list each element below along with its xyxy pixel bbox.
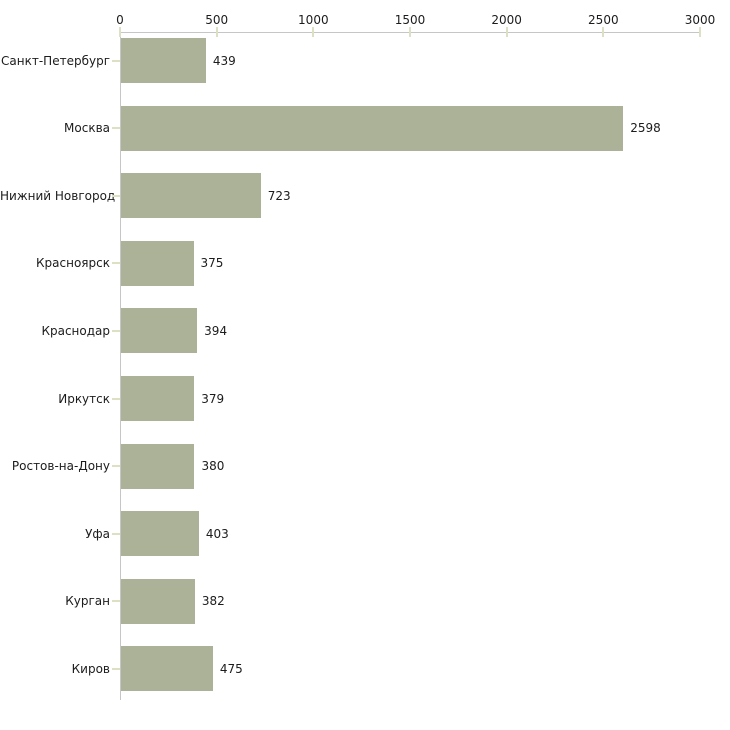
y-axis-tick-mark — [112, 59, 120, 62]
bar — [121, 173, 261, 219]
bar — [121, 38, 206, 83]
x-axis-tick-mark — [119, 27, 121, 37]
y-axis-tick-mark — [112, 262, 120, 265]
x-axis-tick-mark — [505, 27, 508, 37]
bar — [121, 511, 199, 557]
category-label: Иркутск — [58, 391, 110, 406]
x-axis-tick-label: 1500 — [394, 13, 426, 27]
x-axis-tick-label: 500 — [205, 13, 229, 27]
value-label: 375 — [200, 256, 224, 271]
y-axis-line — [120, 32, 121, 700]
x-axis-tick-label: 2000 — [491, 13, 522, 27]
value-label: 2598 — [630, 121, 661, 136]
x-axis-tick-mark — [699, 27, 701, 37]
category-label: Уфа — [85, 526, 110, 541]
value-label: 439 — [212, 53, 236, 68]
x-axis-tick-label: 2500 — [588, 13, 619, 27]
y-axis-tick-mark — [112, 532, 120, 535]
x-axis-tick-label: 1000 — [298, 13, 329, 27]
value-label: 723 — [267, 188, 291, 203]
category-label: Красноярск — [36, 256, 110, 271]
y-axis-tick-mark — [112, 667, 120, 670]
category-label: Краснодар — [41, 323, 110, 338]
x-axis-tick-mark — [409, 27, 411, 37]
category-label: Нижний Новгород — [0, 188, 116, 203]
y-axis-tick-mark — [112, 397, 120, 400]
bar — [121, 105, 624, 151]
y-axis-tick-mark — [112, 600, 120, 603]
x-axis-tick-label: 3000 — [684, 13, 716, 27]
y-axis-tick-mark — [112, 465, 120, 468]
y-axis-tick-mark — [112, 194, 120, 197]
value-label: 394 — [204, 323, 228, 338]
y-axis-tick-mark — [112, 329, 120, 332]
x-axis-tick-mark — [602, 27, 605, 37]
bar — [121, 443, 195, 489]
value-label: 403 — [205, 526, 229, 541]
category-label: Санкт-Петербург — [1, 53, 110, 68]
value-label: 382 — [201, 594, 225, 609]
y-axis-tick-mark — [112, 127, 120, 130]
x-axis-tick-mark — [312, 27, 315, 37]
value-label: 379 — [201, 391, 225, 406]
bar — [121, 240, 194, 286]
category-label: Москва — [64, 121, 110, 136]
bar — [121, 578, 195, 624]
bar — [121, 646, 213, 692]
bar — [121, 308, 198, 354]
bar — [121, 376, 195, 421]
category-label: Курган — [65, 594, 110, 609]
value-label: 475 — [219, 661, 243, 676]
value-label: 380 — [201, 459, 225, 474]
category-label: Киров — [71, 661, 110, 676]
x-axis-tick-mark — [215, 27, 218, 37]
x-axis-tick-label: 0 — [116, 13, 124, 27]
category-label: Ростов-на-Дону — [11, 459, 110, 474]
